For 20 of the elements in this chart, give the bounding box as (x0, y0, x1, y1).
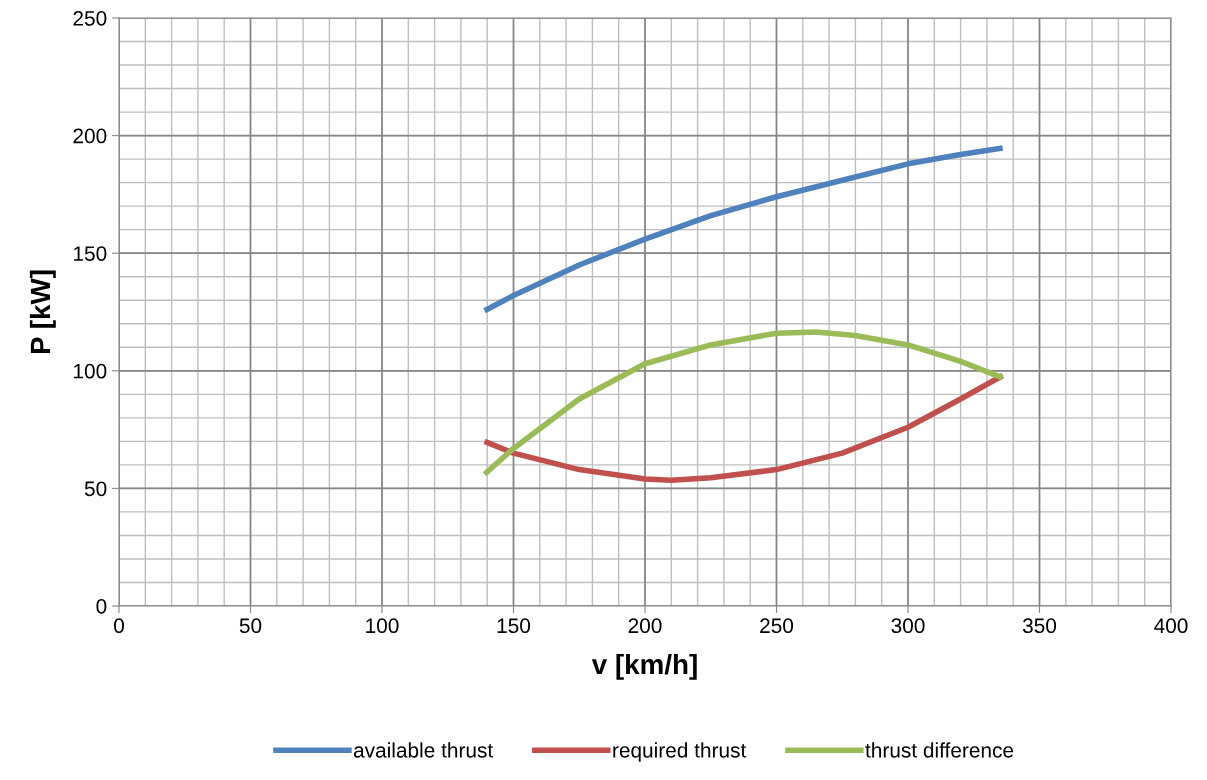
x-axis-title: v [km/h] (591, 653, 697, 680)
y-tick-label: 100 (74, 363, 107, 379)
x-tick-label: 350 (1022, 618, 1057, 634)
x-tick-label: 150 (497, 618, 531, 634)
x-tick-label: 250 (760, 618, 794, 634)
y-tick-label: 200 (73, 128, 107, 144)
y-axis-title: P [kW] (29, 270, 56, 354)
x-tick-label: 50 (239, 618, 262, 634)
y-tick-label: 50 (84, 481, 107, 497)
legend-label: available thrust (353, 742, 494, 758)
y-tick-label: 0 (96, 599, 107, 614)
x-tick-label: 400 (1154, 618, 1188, 634)
legend-label: required thrust (613, 742, 747, 762)
x-tick-label: 100 (366, 618, 399, 634)
x-tick-label: 300 (891, 618, 925, 634)
y-tick-label: 250 (73, 11, 107, 26)
x-tick-label: 0 (114, 618, 124, 634)
legend-label: thrust difference (865, 742, 1014, 758)
y-tick-label: 150 (74, 246, 107, 261)
x-tick-label: 200 (628, 618, 662, 634)
